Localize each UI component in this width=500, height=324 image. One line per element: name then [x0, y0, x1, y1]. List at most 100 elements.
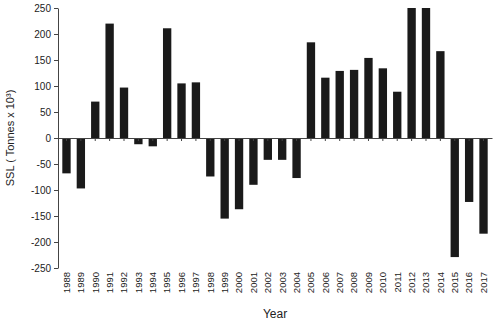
bar — [379, 68, 387, 138]
x-tick-label: 2016 — [463, 272, 474, 293]
x-tick: 2004 — [291, 138, 302, 293]
bar — [451, 138, 459, 257]
x-tick-label: 1992 — [118, 272, 129, 293]
x-tick-mark — [310, 138, 311, 141]
y-tick-mark — [54, 242, 58, 243]
y-tick-mark — [54, 8, 58, 9]
x-tick: 2016 — [463, 138, 474, 293]
x-tick-label: 1991 — [104, 272, 115, 293]
x-tick-mark — [382, 138, 383, 141]
x-axis-title: Year — [263, 307, 287, 321]
plot: -250-200-150-100-50050100150200250198819… — [31, 3, 493, 293]
x-tick-label: 1989 — [75, 272, 86, 293]
x-tick-label: 1993 — [133, 272, 144, 293]
bar — [292, 138, 300, 178]
bar — [264, 138, 272, 160]
x-tick: 1993 — [133, 138, 144, 293]
bar — [249, 138, 257, 185]
bar — [105, 24, 113, 138]
x-tick: 2006 — [320, 138, 331, 293]
x-tick-mark — [440, 138, 441, 141]
bar — [192, 82, 200, 138]
x-tick-label: 2007 — [334, 272, 345, 293]
y-tick-mark — [54, 268, 58, 269]
x-tick-mark — [95, 138, 96, 141]
y-tick-label: -250 — [31, 263, 51, 274]
x-tick-mark — [210, 138, 211, 141]
y-tick-mark — [54, 138, 58, 139]
x-tick-mark — [469, 138, 470, 141]
bar — [163, 28, 171, 138]
x-tick: 1991 — [104, 138, 115, 293]
y-tick: -250 — [31, 263, 58, 274]
x-tick-mark — [138, 138, 139, 141]
y-tick: 0 — [45, 133, 58, 144]
bar — [436, 51, 444, 138]
bar — [336, 71, 344, 138]
x-tick-mark — [368, 138, 369, 141]
x-tick: 2010 — [377, 138, 388, 293]
x-tick-label: 1998 — [205, 272, 216, 293]
x-tick: 1996 — [176, 138, 187, 293]
y-tick-label: -150 — [31, 211, 51, 222]
x-tick-label: 2015 — [449, 272, 460, 293]
bar — [278, 138, 286, 160]
y-tick-mark — [54, 34, 58, 35]
x-tick: 1990 — [90, 138, 101, 293]
x-tick-mark — [325, 138, 326, 141]
x-tick-mark — [411, 138, 412, 141]
y-tick-mark — [54, 164, 58, 165]
x-tick-label: 1995 — [161, 272, 172, 293]
bar — [364, 58, 372, 138]
x-tick-label: 2001 — [248, 272, 259, 293]
y-tick-label: 100 — [34, 81, 51, 92]
y-tick: 250 — [34, 3, 58, 14]
x-tick-label: 2000 — [233, 272, 244, 293]
y-axis: -250-200-150-100-50050100150200250 — [31, 3, 59, 274]
x-tick-label: 2012 — [406, 272, 417, 293]
y-axis-title: SSL ( Tonnes x 10³) — [4, 90, 16, 187]
y-tick-label: 0 — [45, 133, 51, 144]
x-tick: 2008 — [348, 138, 359, 293]
x-tick-mark — [296, 138, 297, 141]
x-tick-label: 1988 — [61, 272, 72, 293]
x-axis: 1988198919901991199219931994199519961997… — [59, 138, 493, 293]
x-tick-mark — [354, 138, 355, 141]
bar — [465, 138, 473, 202]
x-tick-mark — [339, 138, 340, 141]
bar — [91, 102, 99, 138]
x-tick-label: 2011 — [392, 272, 403, 292]
y-tick: -100 — [31, 185, 58, 196]
y-tick-mark — [54, 216, 58, 217]
x-tick-mark — [80, 138, 81, 141]
x-tick: 2007 — [334, 138, 345, 293]
x-tick-mark — [167, 138, 168, 141]
x-tick-mark — [425, 138, 426, 141]
bar — [62, 138, 70, 173]
x-tick-label: 2005 — [305, 272, 316, 293]
x-tick-label: 2013 — [420, 272, 431, 293]
y-tick-mark — [54, 60, 58, 61]
x-tick-mark — [195, 138, 196, 141]
bar — [235, 138, 243, 209]
x-tick: 2001 — [248, 138, 259, 293]
bar — [177, 83, 185, 138]
x-tick: 1989 — [75, 138, 86, 293]
x-tick-label: 2003 — [277, 272, 288, 293]
bar — [350, 70, 358, 138]
y-tick-label: 250 — [34, 3, 51, 14]
x-tick-label: 1996 — [176, 272, 187, 293]
x-tick-label: 2010 — [377, 272, 388, 293]
x-tick: 1995 — [161, 138, 172, 293]
x-tick-label: 2008 — [348, 272, 359, 293]
x-tick-mark — [483, 138, 484, 141]
x-tick-label: 1990 — [90, 272, 101, 293]
x-tick-mark — [253, 138, 254, 141]
y-tick-label: 150 — [34, 55, 51, 66]
x-tick: 1998 — [205, 138, 216, 293]
bar — [149, 138, 157, 146]
x-tick: 2009 — [363, 138, 374, 293]
x-tick-label: 2004 — [291, 272, 302, 293]
y-tick: -150 — [31, 211, 58, 222]
x-tick: 2015 — [449, 138, 460, 293]
